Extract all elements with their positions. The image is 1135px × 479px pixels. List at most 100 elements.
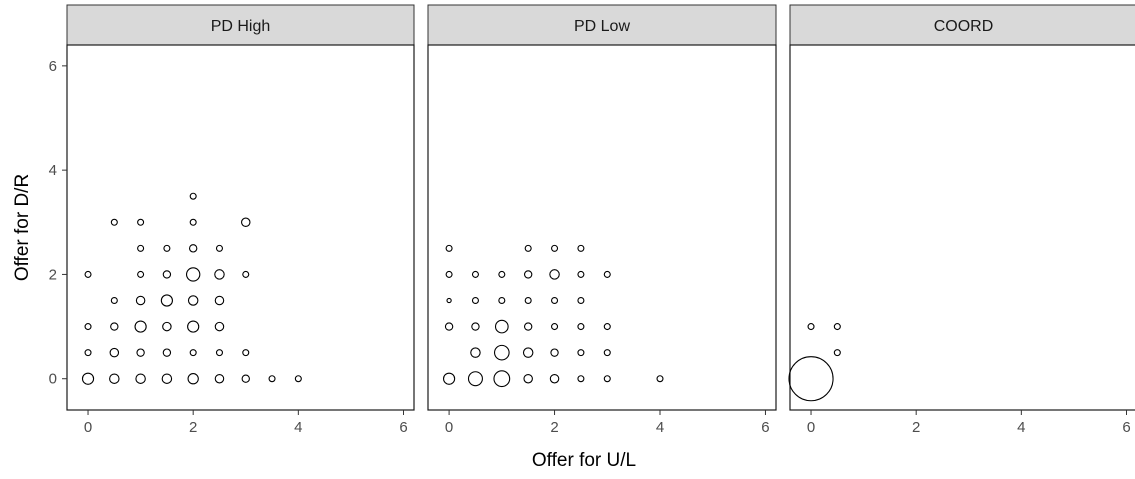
panel-2-point (471, 270, 479, 278)
panel-2-point (550, 348, 559, 357)
panel-1-point (185, 267, 201, 282)
panel-2-point (498, 296, 506, 305)
panel-1-point (215, 244, 223, 252)
panel-3-border (789, 44, 1135, 411)
panel-1-point (84, 349, 92, 357)
panel-2-point (577, 349, 585, 357)
panel-3-x-tick-label: 6 (1122, 419, 1130, 436)
panel-2-point (471, 296, 479, 305)
panel-2-point (603, 323, 611, 331)
panel-1-point (110, 296, 118, 305)
panel-2-point (523, 373, 533, 384)
panel-1-point (81, 372, 95, 385)
panel-1-point (109, 373, 120, 384)
panel-2-point (444, 322, 454, 331)
panel-2-point (577, 323, 585, 331)
panel-1-x-tick-label: 0 (84, 419, 92, 436)
panel-2-point (549, 373, 560, 384)
panel-3-point (807, 323, 815, 331)
panel-2-x-tick-label: 6 (761, 419, 769, 436)
panel-1-point (215, 349, 223, 357)
panel-2-point (446, 297, 452, 304)
y-tick-label: 2 (49, 266, 57, 283)
y-tick-label: 6 (49, 58, 57, 75)
panel-1-point (84, 270, 92, 278)
panel-1-point (268, 375, 276, 383)
panel-2-point (577, 296, 585, 305)
panel-1-point (188, 244, 198, 253)
panel-1-point (162, 270, 172, 279)
panel-2-point (603, 349, 611, 357)
panel-2-point (467, 371, 483, 387)
panel-2-point (577, 375, 585, 383)
panel-3-point (833, 323, 841, 331)
panel-1-point (163, 244, 171, 252)
x-axis-title: Offer for U/L (532, 450, 636, 471)
panel-2-point (656, 375, 664, 383)
panel-1-point (110, 322, 119, 331)
panel-2-x-tick-label: 0 (445, 419, 453, 436)
panel-2-point (524, 296, 532, 305)
panel-1-point (241, 374, 250, 383)
panel-2-point (577, 244, 585, 252)
panel-1-strip-label: PD High (211, 18, 271, 35)
panel-2-border (427, 44, 777, 411)
panel-2-point (445, 244, 453, 252)
panel-2-point (470, 347, 481, 358)
panel-2-point (498, 270, 506, 278)
panel-2-point (603, 375, 611, 383)
panel-1-border (66, 44, 415, 411)
y-tick-label: 4 (49, 162, 57, 179)
panel-2-point (523, 322, 533, 331)
panel-3-point (788, 356, 834, 402)
panel-1-point (134, 320, 147, 333)
panel-1-point (109, 347, 120, 358)
panel-2-point (493, 370, 511, 388)
panel-2-point (603, 270, 611, 278)
panel-1-point (187, 373, 199, 385)
panel-3-x-tick-label: 2 (912, 419, 920, 436)
panel-1-strip (66, 4, 415, 46)
panel-1-point (214, 373, 225, 384)
panel-1-point (241, 217, 251, 228)
panel-1-point (161, 373, 173, 384)
panel-1-point (214, 295, 225, 306)
panel-1-x-tick-label: 4 (294, 419, 302, 436)
panel-2-point (523, 270, 533, 279)
panel-3-point (833, 349, 841, 357)
panel-3-strip-label: COORD (934, 18, 994, 35)
panel-1-point (160, 294, 174, 307)
panel-3-x-tick-label: 4 (1017, 419, 1025, 436)
panel-1-point (136, 348, 145, 357)
panel-2-point (445, 270, 453, 278)
panel-1-point (214, 321, 225, 332)
panel-1-point (137, 244, 145, 252)
panel-2-point (524, 244, 532, 252)
panel-1-x-tick-label: 6 (399, 419, 407, 436)
panel-1-point (135, 373, 146, 384)
panel-1-point (294, 375, 302, 383)
panel-1-point (189, 192, 197, 200)
panel-2-x-tick-label: 4 (656, 419, 664, 436)
panel-2-x-tick-label: 2 (550, 419, 558, 436)
panel-2-point (551, 323, 559, 331)
panel-1-point (187, 320, 200, 333)
panel-1-point (189, 349, 197, 357)
panel-1-point (137, 218, 145, 226)
panel-2-point (442, 372, 456, 385)
panel-2-point (577, 270, 585, 278)
panel-1-point (137, 270, 145, 278)
panel-1-point (135, 295, 146, 306)
panel-1-point (162, 348, 172, 357)
panel-1-x-tick-label: 2 (189, 419, 197, 436)
panel-2-point (549, 269, 560, 280)
panel-1-point (189, 218, 197, 226)
panel-1-point (84, 323, 92, 331)
panel-2-point (494, 319, 509, 334)
y-axis-title: Offer for D/R (12, 174, 33, 281)
panel-1-point (187, 295, 199, 306)
panel-2-point (522, 347, 534, 358)
panel-3-x-tick-label: 0 (807, 419, 815, 436)
panel-1-point (242, 349, 250, 357)
